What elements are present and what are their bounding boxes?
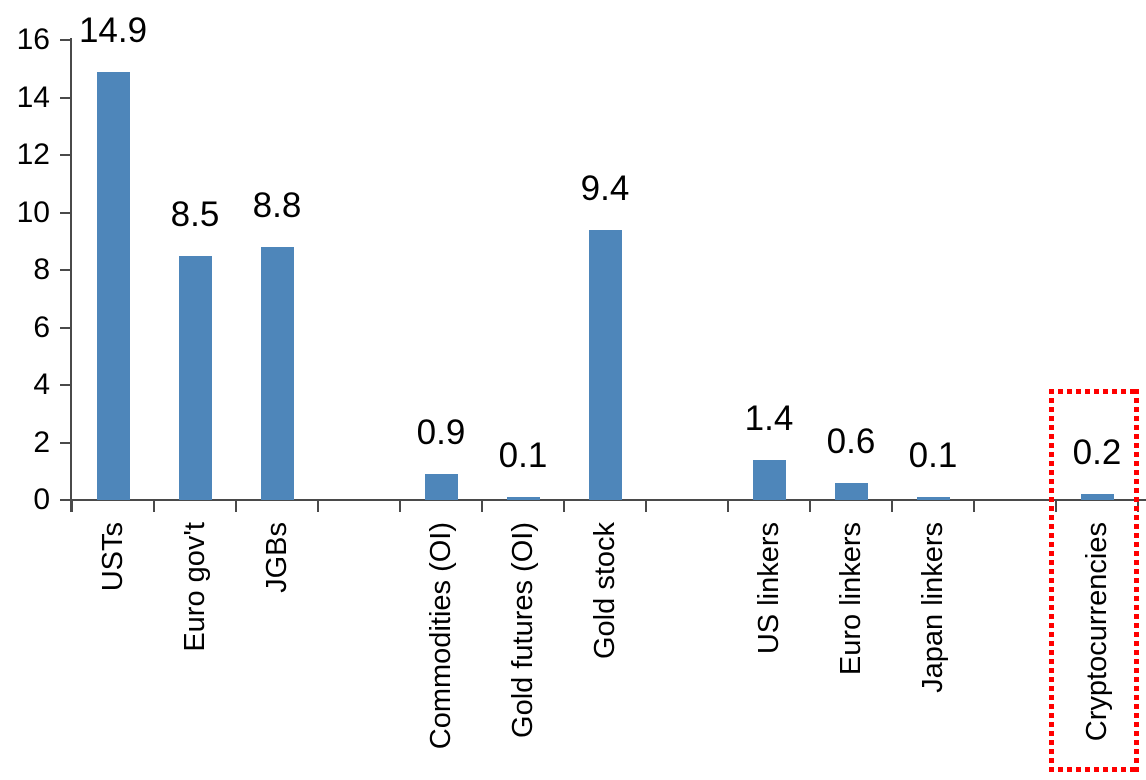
data-label-us-linkers: 1.4 [744,399,794,438]
bar-commodities-oi [425,474,458,500]
data-label-jgbs: 8.8 [252,186,302,225]
x-axis-line [60,499,1146,501]
y-axis-tick [60,441,72,444]
bar-gold-futures-oi [507,497,540,500]
category-label-euro-linkers: Euro linkers [835,522,867,676]
bar-gold-stock [589,230,622,500]
y-axis-tick-label: 8 [33,253,50,286]
y-axis-tick [60,211,72,214]
data-label-euro-linkers: 0.6 [826,422,876,461]
bar-jgbs [261,247,294,500]
y-axis-tick-label: 14 [16,80,50,114]
x-axis-tick [563,500,565,512]
y-axis-tick-label: 2 [33,425,50,459]
y-axis-tick [60,96,72,99]
y-axis-tick-label: 4 [33,368,50,401]
data-label-commodities-oi: 0.9 [416,413,466,452]
x-axis-tick [645,500,647,512]
highlight-box-right [1134,389,1139,772]
highlight-box-bottom [1049,767,1139,772]
x-axis-tick [973,500,975,512]
x-axis-tick [235,500,237,512]
category-label-gold-stock: Gold stock [589,522,621,659]
y-axis-line [70,38,72,512]
data-label-japan-linkers: 0.1 [908,436,958,475]
x-axis-tick [481,500,483,512]
data-label-euro-gov-t: 8.5 [170,195,220,234]
y-axis-tick-label: 10 [16,195,50,229]
data-label-gold-futures-oi: 0.1 [498,436,548,475]
bar-euro-linkers [835,483,868,500]
y-axis-tick [60,384,72,386]
x-axis-tick [153,500,155,512]
category-label-cryptocurrencies: Cryptocurrencies [1081,522,1113,742]
y-axis-tick [60,326,72,329]
category-label-japan-linkers: Japan linkers [917,522,949,693]
data-label-gold-stock: 9.4 [580,169,630,208]
category-label-euro-gov-t: Euro gov't [179,522,211,652]
x-axis-tick [317,500,319,512]
y-axis-tick-label: 16 [16,23,50,56]
y-axis-tick [60,499,72,501]
x-axis-tick [809,500,811,512]
category-label-jgbs: JGBs [261,522,293,593]
x-axis-tick [727,500,729,512]
data-label-cryptocurrencies: 0.2 [1072,433,1122,472]
y-axis-tick [60,269,72,271]
category-label-gold-futures-oi: Gold futures (OI) [507,522,539,738]
highlight-box-left [1049,389,1054,772]
y-axis-tick [60,39,72,41]
category-label-commodities-oi: Commodities (OI) [425,522,457,750]
bar-cryptocurrencies [1081,494,1114,500]
category-label-us-linkers: US linkers [753,522,785,655]
data-label-usts: 14.9 [78,11,148,50]
bar-japan-linkers [917,497,950,500]
highlight-box-top [1049,389,1139,394]
x-axis-tick [891,500,893,512]
x-axis-tick [399,500,401,512]
bar-euro-gov-t [179,256,212,500]
bar-us-linkers [753,460,786,500]
y-axis-tick [60,154,72,156]
category-label-usts: USTs [97,522,129,592]
y-axis-tick-label: 6 [33,310,50,344]
y-axis-tick-label: 12 [16,138,50,171]
x-axis-tick [71,500,73,512]
y-axis-tick-label: 0 [33,483,50,516]
bar-usts [97,72,130,500]
x-axis-tick [1055,500,1057,512]
